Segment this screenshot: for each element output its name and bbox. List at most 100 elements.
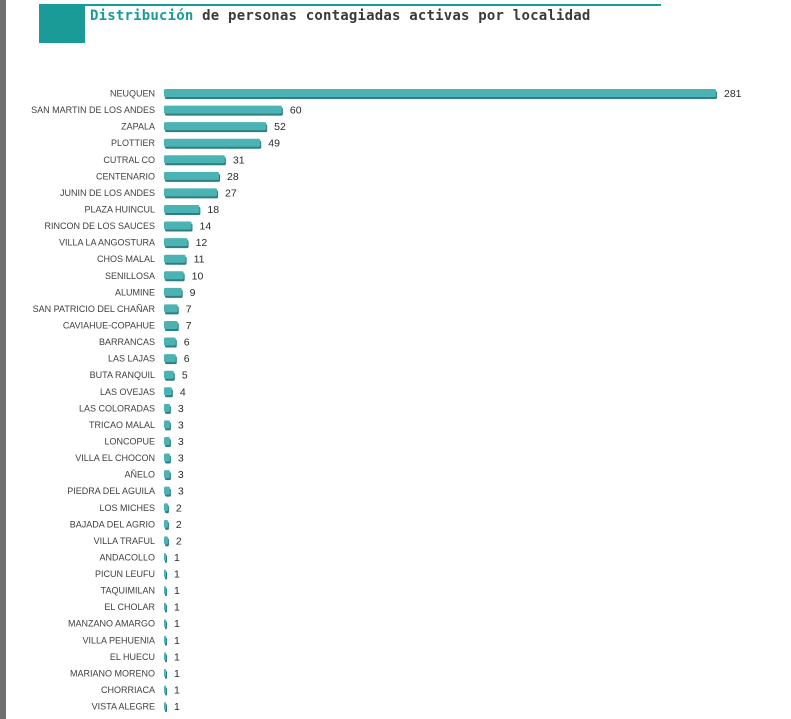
bar <box>164 602 166 611</box>
bar <box>164 685 166 694</box>
bar <box>164 155 225 164</box>
category-label: CENTENARIO <box>96 171 155 181</box>
value-label: 3 <box>178 403 184 415</box>
bar <box>164 105 282 114</box>
value-label: 31 <box>233 154 245 166</box>
bar <box>164 387 172 396</box>
category-label: SAN PATRICIO DEL CHAÑAR <box>33 304 156 314</box>
category-label: CAVIAHUE-COPAHUE <box>63 320 155 330</box>
category-label: LONCOPUE <box>104 436 155 446</box>
bar <box>164 486 170 495</box>
bar <box>164 254 186 263</box>
category-label: TRICAO MALAL <box>89 420 155 430</box>
window-left-edge <box>0 0 6 719</box>
value-label: 1 <box>174 585 180 597</box>
value-label: 10 <box>192 270 204 282</box>
value-label: 2 <box>176 502 182 514</box>
chart-title-rest: de personas contagiadas activas por loca… <box>193 8 591 24</box>
value-label: 7 <box>186 320 192 332</box>
category-label: EL CHOLAR <box>104 602 155 612</box>
bar <box>164 619 166 628</box>
category-label: PICUN LEUFU <box>95 569 155 579</box>
value-label: 3 <box>178 419 184 431</box>
value-label: 12 <box>196 237 208 249</box>
category-label: PIEDRA DEL AGUILA <box>67 486 155 496</box>
category-label: CHORRIACA <box>101 685 155 695</box>
chart-title-highlight: Distribución <box>90 8 194 24</box>
value-label: 4 <box>180 386 186 398</box>
value-label: 49 <box>268 138 280 150</box>
value-label: 1 <box>174 651 180 663</box>
category-label: ALUMINE <box>115 287 155 297</box>
category-label: CHOS MALAL <box>97 254 155 264</box>
bar <box>164 354 176 363</box>
category-label: LAS LAJAS <box>108 354 155 364</box>
value-label: 5 <box>182 370 188 382</box>
value-label: 3 <box>178 436 184 448</box>
category-label: CUTRAL CO <box>103 155 155 165</box>
category-label: VILLA TRAFUL <box>94 536 155 546</box>
bar <box>164 188 218 197</box>
value-label: 60 <box>290 105 302 117</box>
bar <box>164 370 174 379</box>
bar <box>164 221 192 230</box>
category-label: BARRANCAS <box>99 337 155 347</box>
bar <box>164 238 188 247</box>
value-label: 2 <box>176 535 182 547</box>
category-label: VISTA ALEGRE <box>92 702 155 712</box>
bar <box>164 519 168 528</box>
value-label: 11 <box>194 254 205 266</box>
bar <box>164 569 166 578</box>
value-label: 1 <box>174 668 180 680</box>
bar <box>164 470 170 479</box>
bar <box>164 702 166 711</box>
value-label: 3 <box>178 486 184 498</box>
value-label: 6 <box>184 337 190 349</box>
value-label: 1 <box>174 618 180 630</box>
value-label: 27 <box>225 187 237 199</box>
value-label: 3 <box>178 469 184 481</box>
bar <box>164 652 166 661</box>
bar <box>164 536 168 545</box>
category-label: LOS MICHES <box>99 503 155 513</box>
value-label: 1 <box>174 552 180 564</box>
bar <box>164 586 166 595</box>
chart-title: Distribución de personas contagiadas act… <box>90 7 650 25</box>
value-label: 1 <box>174 635 180 647</box>
category-label: PLAZA HUINCUL <box>84 204 155 214</box>
value-label: 1 <box>174 701 180 713</box>
bar <box>164 503 168 512</box>
category-label: RINCON DE LOS SAUCES <box>44 221 155 231</box>
category-label: AÑELO <box>124 470 155 480</box>
category-label: SENILLOSA <box>105 271 155 281</box>
category-label: ZAPALA <box>121 122 155 132</box>
bar <box>164 668 166 677</box>
value-label: 28 <box>227 171 239 183</box>
bar <box>164 320 178 329</box>
value-label: 1 <box>174 569 180 581</box>
value-label: 6 <box>184 353 190 365</box>
bar <box>164 552 166 561</box>
category-label: VILLA LA ANGOSTURA <box>59 238 155 248</box>
bar <box>164 138 261 147</box>
bar <box>164 287 182 296</box>
bar <box>164 304 178 313</box>
category-label: LAS COLORADAS <box>79 403 155 413</box>
value-label: 52 <box>274 121 286 133</box>
bar <box>164 171 220 180</box>
category-label: MARIANO MORENO <box>70 668 155 678</box>
bar <box>164 635 166 644</box>
value-label: 281 <box>724 88 742 100</box>
category-label: SAN MARTIN DE LOS ANDES <box>31 105 155 115</box>
value-label: 7 <box>186 303 192 315</box>
category-label: LAS OVEJAS <box>100 387 155 397</box>
category-label: NEUQUEN <box>110 89 155 99</box>
category-label: MANZANO AMARGO <box>68 619 155 629</box>
category-label: TAQUIMILAN <box>101 586 155 596</box>
category-label: BUTA RANQUIL <box>90 370 155 380</box>
bar <box>164 403 170 412</box>
header-accent-line <box>39 4 661 6</box>
category-label: BAJADA DEL AGRIO <box>70 519 155 529</box>
category-label: PLOTTIER <box>111 138 156 148</box>
